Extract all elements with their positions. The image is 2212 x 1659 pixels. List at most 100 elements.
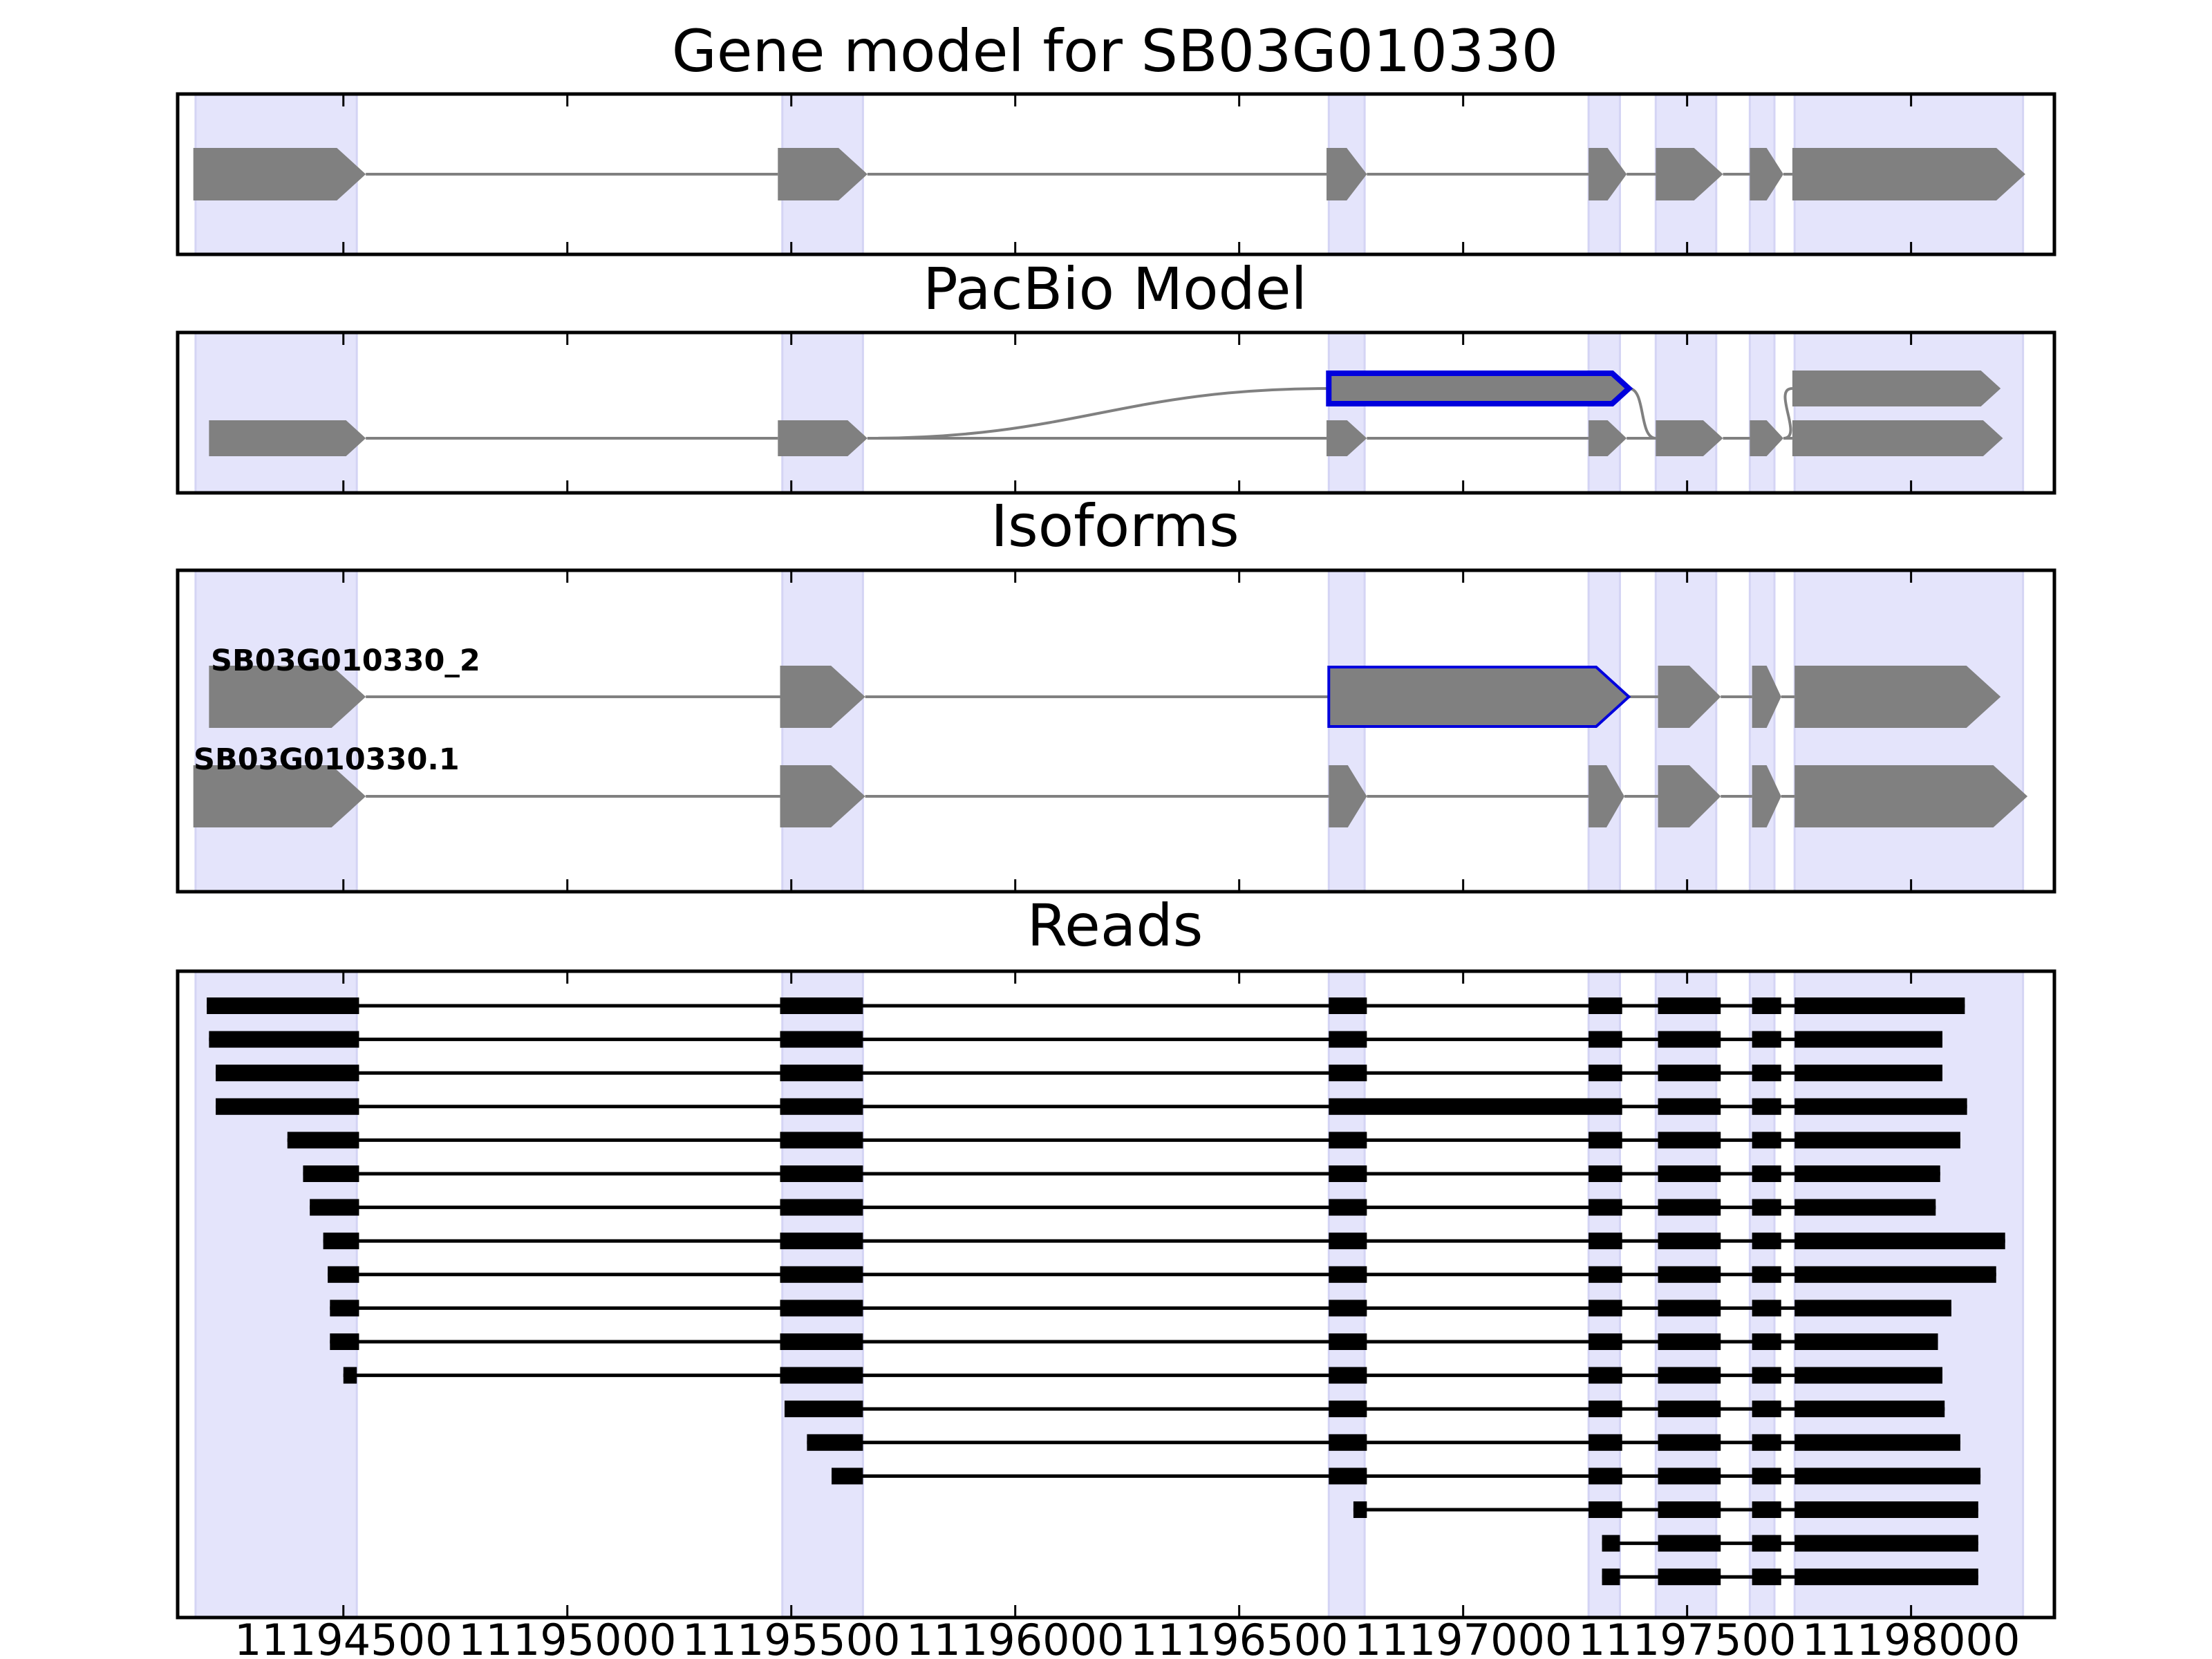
pacbio-model-title: PacBio Model [923,255,1307,323]
read-block [1794,1400,1945,1418]
exon-shade-region [1654,569,1718,893]
isoforms-title: Isoforms [991,492,1239,560]
exon-shade-region [1587,331,1621,494]
exon-shade-region [1587,569,1621,893]
exon [1588,765,1624,827]
exon [209,420,366,456]
read-block [780,1098,863,1115]
read-block [1658,997,1721,1014]
read-block [1794,1434,1960,1451]
read-block [1794,1501,1978,1518]
read-block [1752,1434,1781,1451]
exon [1327,420,1367,456]
exon [1752,666,1781,728]
read-block [1658,1400,1721,1418]
read-block [1794,1367,1943,1384]
exon [780,765,865,827]
read-block [343,1367,357,1384]
exon [1792,371,2001,406]
read-block [1588,1468,1622,1485]
read-block [1329,1098,1622,1115]
exon-shade-region [1327,569,1366,893]
exon [193,765,366,827]
exon-shade-region [781,569,864,893]
read-block [1794,1065,1943,1082]
read-block [1602,1535,1620,1552]
read-block [1794,1199,1936,1216]
gene-model-title: Gene model for SB03G010330 [672,17,1558,85]
read-block [1658,1367,1721,1384]
isoform-label: SB03G010330_2 [211,644,480,678]
read-block [1794,1132,1960,1149]
read-block [287,1132,359,1149]
isoform-label: SB03G010330.1 [194,742,460,777]
read-block [780,1199,863,1216]
read-block [807,1434,863,1451]
read-block [1588,1300,1622,1317]
read-block [1329,1165,1367,1182]
exon [1656,148,1723,200]
read-block [1752,1165,1781,1182]
x-tick-label: 11198000 [1802,1615,2021,1659]
read-block [328,1266,359,1283]
read-block [780,1065,863,1082]
read-block [1658,1065,1721,1082]
exon [1658,666,1721,728]
read-block [832,1468,863,1485]
read-block [1588,1400,1622,1418]
read-block [1588,1501,1622,1518]
read-block [1752,1568,1781,1586]
reads-title: Reads [1027,892,1203,959]
x-tick-label: 11197500 [1578,1615,1797,1659]
exon [780,666,865,728]
exon [778,148,868,200]
exon [1588,420,1627,456]
read-block [1329,1300,1367,1317]
read-block [780,1232,863,1250]
exon [778,420,868,456]
exon-shade-region [1748,569,1776,893]
exon [1327,148,1367,200]
exon [1792,148,2025,200]
read-block [1794,997,1965,1014]
read-block [1658,1300,1721,1317]
read-block [1588,1367,1622,1384]
read-block [1602,1568,1620,1586]
read-block [1752,1065,1781,1082]
read-block [780,1266,863,1283]
exon [1752,765,1781,827]
exon-shade-region [1654,331,1718,494]
read-block [303,1165,359,1182]
read-block [1658,1468,1721,1485]
read-block [1329,1031,1367,1048]
exon-shade-region [194,569,358,893]
read-block [1658,1535,1721,1552]
read-block [1658,1333,1721,1350]
exon [193,148,366,200]
read-block [216,1098,359,1115]
read-block [780,1132,863,1149]
exon [1588,148,1627,200]
read-block [1658,1031,1721,1048]
shaded-exon-regions [194,93,2025,1619]
read-block [207,997,359,1014]
read-block [1588,1232,1622,1250]
read-block [1658,1501,1721,1518]
read-block [1794,1165,1940,1182]
read-block [1329,1468,1367,1485]
read-block [1329,1434,1367,1451]
read-block [1658,1434,1721,1451]
x-tick-label: 11195000 [458,1615,677,1659]
read-block [1588,1333,1622,1350]
read-block [1329,997,1367,1014]
read-block [1752,1098,1781,1115]
read-block [780,1031,863,1048]
panel-frame [176,568,2056,894]
panel-frame [176,969,2056,1620]
read-block [1658,1132,1721,1149]
read-block [1752,1132,1781,1149]
read-block [1794,1031,1943,1048]
exon [1794,666,2001,728]
read-block [1794,1333,1938,1350]
pacbio-model-track [209,371,2003,456]
